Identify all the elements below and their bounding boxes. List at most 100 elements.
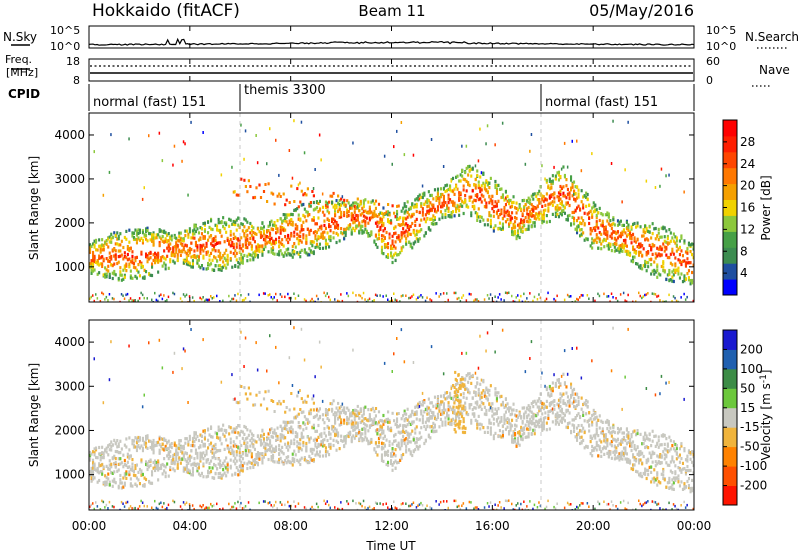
cpid-segment-3: normal (fast) 151 <box>545 95 658 110</box>
power-echo-cell <box>297 213 300 217</box>
power-echo-cell <box>303 248 306 252</box>
power-echo-cell <box>258 183 261 187</box>
power-echo-cell <box>452 189 455 193</box>
power-echo-cell <box>190 241 193 245</box>
power-echo-cell <box>337 223 340 227</box>
power-echo-cell <box>665 240 668 244</box>
velocity-echo-cell <box>364 405 367 409</box>
velocity-echo-cell <box>343 421 346 425</box>
velocity-echo-cell <box>285 445 288 449</box>
velocity-echo-cell <box>258 455 261 459</box>
power-echo-cell <box>350 215 353 218</box>
power-echo-cell <box>101 262 104 266</box>
power-echo-cell <box>179 250 182 254</box>
power-echo-cell <box>518 222 521 226</box>
velocity-echo-cell <box>252 433 255 438</box>
velocity-echo-cell <box>409 452 412 456</box>
power-echo-cell <box>684 277 687 281</box>
velocity-echo-cell <box>367 429 370 433</box>
power-echo-cell <box>629 234 632 238</box>
power-echo-cell <box>544 198 547 202</box>
power-echo-cell <box>164 263 167 267</box>
velocity-echo-cell <box>258 452 261 456</box>
velocity-echo-cell <box>390 426 393 430</box>
power-echo-cell <box>609 243 612 247</box>
velocity-echo-cell <box>332 412 335 417</box>
power-echo-cell <box>482 218 485 222</box>
power-echo-cell <box>591 213 594 217</box>
power-echo-cell <box>114 257 117 261</box>
velocity-echo-cell <box>383 453 386 457</box>
power-echo-cell <box>438 199 441 203</box>
power-echo-cell <box>512 300 514 302</box>
velocity-echo-cell <box>101 456 104 460</box>
velocity-echo-cell <box>235 450 238 454</box>
velocity-echo-cell <box>217 425 220 429</box>
power-echo-cell <box>116 261 119 266</box>
power-echo-cell <box>455 291 457 295</box>
power-echo-cell <box>550 181 553 186</box>
power-echo-cell <box>158 229 161 233</box>
velocity-echo-cell <box>160 466 163 470</box>
velocity-echo-cell <box>299 438 302 442</box>
velocity-echo-cell <box>264 500 266 503</box>
power-echo-cell <box>228 242 231 246</box>
velocity-echo-cell <box>240 454 243 458</box>
power-echo-cell <box>380 218 384 221</box>
power-echo-cell <box>654 186 657 189</box>
power-echo-cell <box>288 149 291 152</box>
power-echo-cell <box>683 239 686 243</box>
velocity-echo-cell <box>266 442 269 446</box>
velocity-echo-cell <box>400 456 403 460</box>
power-echo-cell <box>220 268 223 272</box>
power-echo-cell <box>449 186 452 190</box>
power-echo-cell <box>615 231 618 235</box>
power-echo-cell <box>678 245 681 249</box>
power-echo-cell <box>489 176 492 180</box>
velocity-echo-cell <box>387 506 389 509</box>
velocity-echo-cell <box>409 432 412 436</box>
velocity-echo-cell <box>89 456 92 460</box>
power-echo-cell <box>551 181 554 185</box>
power-echo-cell <box>538 293 540 296</box>
power-echo-cell <box>273 296 275 299</box>
velocity-echo-cell <box>166 454 169 458</box>
power-echo-cell <box>615 238 618 242</box>
power-echo-cell <box>412 293 415 296</box>
power-echo-cell <box>526 199 529 203</box>
power-echo-cell <box>191 265 194 269</box>
power-echo-cell <box>550 193 553 197</box>
velocity-echo-cell <box>188 434 191 438</box>
power-echo-cell <box>421 210 424 214</box>
power-echo-cell <box>607 214 610 218</box>
power-echo-cell <box>104 266 107 270</box>
power-echo-cell <box>219 258 222 262</box>
velocity-echo-cell <box>396 417 399 421</box>
power-echo-cell <box>169 247 172 251</box>
power-echo-cell <box>179 253 182 257</box>
power-echo-cell <box>624 238 627 242</box>
power-echo-cell <box>542 210 545 214</box>
power-echo-cell <box>269 237 272 242</box>
velocity-echo-cell <box>361 419 364 423</box>
velocity-echo-cell <box>272 435 275 439</box>
power-echo-cell <box>329 298 331 302</box>
velocity-echo-cell <box>294 505 297 508</box>
power-echo-cell <box>594 299 596 302</box>
velocity-echo-cell <box>423 424 426 429</box>
power-echo-cell <box>294 227 297 231</box>
power-echo-cell <box>338 199 341 203</box>
velocity-echo-cell <box>92 470 95 474</box>
velocity-echo-cell <box>185 501 188 504</box>
velocity-echo-cell <box>414 411 417 415</box>
power-echo-cell <box>128 262 131 266</box>
power-echo-cell <box>152 233 155 237</box>
power-echo-cell <box>547 209 550 213</box>
power-echo-cell <box>379 227 382 232</box>
velocity-echo-cell <box>90 469 93 474</box>
power-echo-cell <box>350 231 353 235</box>
velocity-echo-cell <box>331 427 334 431</box>
power-echo-cell <box>331 194 334 198</box>
power-echo-cell <box>512 230 515 234</box>
power-echo-cell <box>179 238 182 242</box>
